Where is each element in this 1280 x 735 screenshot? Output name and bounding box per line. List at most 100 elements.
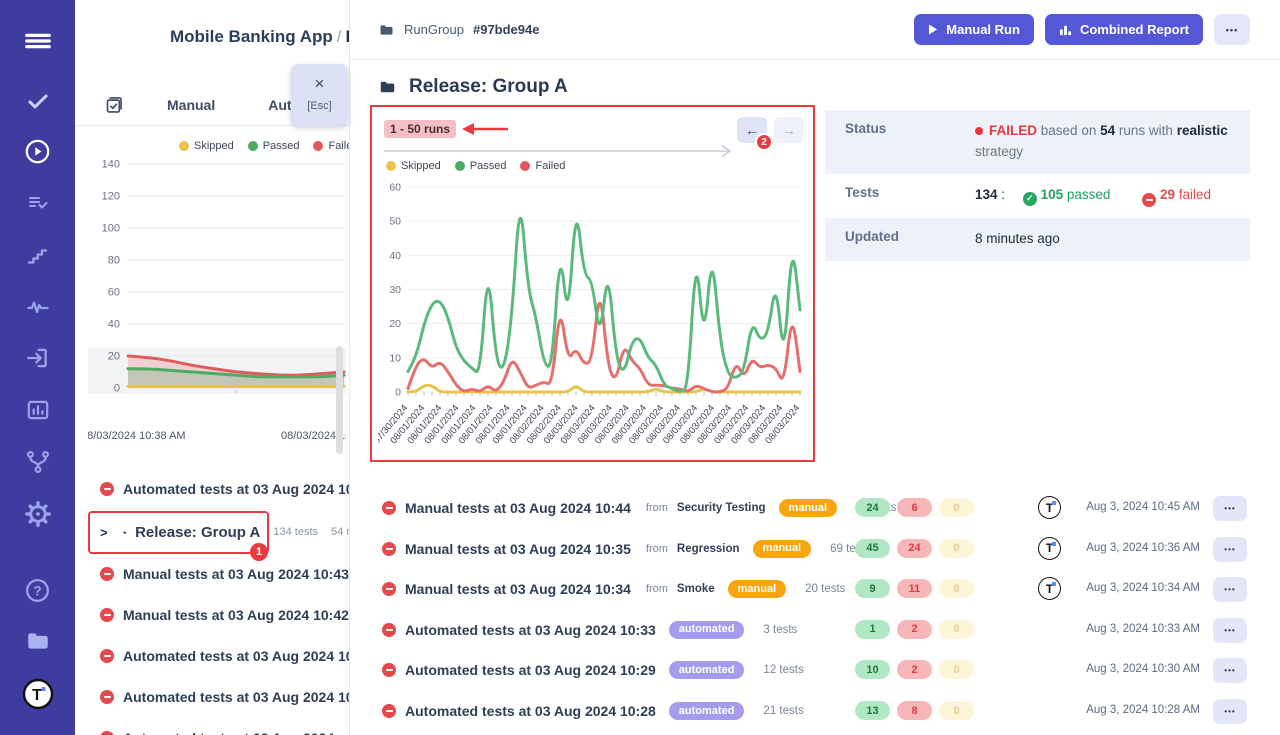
drawer-scrollbar-thumb[interactable] xyxy=(336,346,343,454)
group-runs-count: 54 r xyxy=(331,526,350,538)
row-more-button[interactable]: ••• xyxy=(1213,496,1247,521)
legend-item-failed[interactable]: Failed xyxy=(520,160,565,172)
legend-item-failed[interactable]: Failed xyxy=(313,140,349,152)
drawer-run-item[interactable]: Manual tests at 03 Aug 2024 10:43 xyxy=(88,554,349,594)
breadcrumb: Mobile Banking App/ Runs xyxy=(170,27,349,47)
updated-value: 8 minutes ago xyxy=(975,230,1060,246)
failed-dot-icon xyxy=(975,127,983,135)
select-runs-icon[interactable] xyxy=(104,94,125,115)
result-pills: 45 24 0 xyxy=(855,538,974,558)
passed-pill: 45 xyxy=(855,538,890,558)
legend-dot-icon xyxy=(179,141,189,151)
tests-row: Tests 134 : ✓ 105 passed 29 failed xyxy=(825,174,1250,218)
status-row: Status FAILED based on 54 runs with real… xyxy=(825,110,1250,174)
analytics-icon[interactable] xyxy=(0,397,75,423)
menu-icon[interactable] xyxy=(0,26,75,56)
run-row-main: Automated tests at 03 Aug 2024 10:28 auto… xyxy=(382,691,804,731)
projects-folder-icon[interactable] xyxy=(0,628,75,654)
status-label: Status xyxy=(845,121,887,136)
run-type-badge: manual xyxy=(752,539,812,558)
legend-item-skipped[interactable]: Skipped xyxy=(386,160,441,172)
row-more-button[interactable]: ••• xyxy=(1213,699,1247,724)
run-row[interactable]: Automated tests at 03 Aug 2024 10:28 auto… xyxy=(350,691,1280,731)
result-pills: 9 11 0 xyxy=(855,579,974,599)
group-title: Release: Group A xyxy=(135,523,261,541)
drawer-run-item[interactable]: Automated tests at 03 Aug 2024 10 xyxy=(88,636,349,676)
failed-status-icon xyxy=(382,582,396,597)
svg-text:60: 60 xyxy=(108,287,120,299)
failed-pill: 24 xyxy=(897,538,932,558)
import-icon[interactable] xyxy=(0,345,75,371)
run-row[interactable]: Manual tests at 03 Aug 2024 10:35 from Reg… xyxy=(350,529,1280,569)
row-more-button[interactable]: ••• xyxy=(1213,577,1247,603)
drawer-chart-legend: Skipped Passed Failed xyxy=(179,140,349,152)
drawer-run-item[interactable]: Automated tests at 03 Aug 2024 10 xyxy=(88,469,349,509)
chevron-right-icon[interactable]: > xyxy=(100,524,108,540)
check-icon[interactable] xyxy=(0,89,75,113)
settings-gear-icon[interactable] xyxy=(0,500,75,528)
avatar: T xyxy=(1038,536,1061,560)
app-logo[interactable]: T xyxy=(0,678,75,710)
esc-hint-label: [Esc] xyxy=(307,100,332,112)
svg-text:20: 20 xyxy=(108,351,120,363)
skipped-pill: 0 xyxy=(939,701,974,720)
annotation-badge-2: 2 xyxy=(755,133,773,151)
svg-text:140: 140 xyxy=(102,159,120,171)
pulse-icon[interactable] xyxy=(0,295,75,319)
result-pills: 10 2 0 xyxy=(855,660,974,680)
run-title: Automated tests at 03 Aug 2024 10 xyxy=(123,689,350,705)
combined-report-button[interactable]: Combined Report xyxy=(1044,14,1203,45)
run-play-icon[interactable] xyxy=(0,138,75,165)
topbar-more-button[interactable]: ••• xyxy=(1214,14,1250,45)
run-list: Manual tests at 03 Aug 2024 10:44 from Sec… xyxy=(350,470,1280,735)
legend-item-passed[interactable]: Passed xyxy=(454,160,506,172)
status-value: FAILED based on 54 runs with realistic s… xyxy=(975,123,1228,159)
failed-status-icon xyxy=(382,704,396,718)
drawer-run-item[interactable]: Automated tests at 03 Aug 2024 10 xyxy=(88,677,350,717)
annotation-arrow-icon xyxy=(462,123,508,135)
run-row[interactable]: Automated tests at 03 Aug 2024 10:29 auto… xyxy=(350,650,1280,690)
passed-pill: 1 xyxy=(855,619,890,639)
legend-item-skipped[interactable]: Skipped xyxy=(179,140,234,152)
branches-icon[interactable] xyxy=(0,449,75,475)
legend-label: Skipped xyxy=(401,160,441,172)
from-label: from xyxy=(645,502,668,514)
row-more-button[interactable]: ••• xyxy=(1213,658,1247,684)
help-icon[interactable]: ? xyxy=(0,577,75,604)
svg-text:?: ? xyxy=(33,583,41,598)
project-name[interactable]: Mobile Banking App xyxy=(170,27,333,46)
legend-item-passed[interactable]: Passed xyxy=(247,140,299,152)
run-row[interactable]: Manual tests at 03 Aug 2024 10:44 from Sec… xyxy=(350,488,1280,528)
drawer-group-item[interactable]: > Release: Group A 134 tests 54 r xyxy=(88,512,350,552)
svg-text:60: 60 xyxy=(389,182,401,194)
drawer-run-item[interactable]: Automated tests at 03 Aug 2024 xyxy=(88,718,349,735)
runs-history-chart: 010203040506007/30/202408/01/202408/01/2… xyxy=(378,182,802,447)
row-more-button[interactable]: ••• xyxy=(1213,617,1247,643)
svg-text:30: 30 xyxy=(389,284,401,296)
next-runs-button[interactable]: → xyxy=(774,117,804,143)
failed-pill: 2 xyxy=(897,660,932,680)
failed-status-icon xyxy=(100,482,114,496)
failed-status-icon xyxy=(100,690,114,704)
from-label: from xyxy=(645,542,668,555)
drawer-run-item[interactable]: Manual tests at 03 Aug 2024 10:42 xyxy=(88,595,349,635)
failed-status-icon xyxy=(382,622,396,637)
legend-dot-icon xyxy=(313,141,324,151)
prev-runs-button[interactable]: ← xyxy=(737,117,767,143)
run-row[interactable]: Manual tests at 03 Aug 2024 10:34 from Smo… xyxy=(350,569,1280,609)
close-icon[interactable]: × xyxy=(314,74,325,93)
passed-pill: 10 xyxy=(855,660,890,680)
run-row[interactable]: Automated tests at 03 Aug 2024 10:33 auto… xyxy=(350,610,1280,650)
legend-dot-icon xyxy=(454,161,465,171)
runs-range-label: 1 - 50 runs xyxy=(384,120,457,138)
failed-minus-icon xyxy=(1142,192,1157,207)
manual-run-button[interactable]: Manual Run xyxy=(914,14,1034,45)
row-more-button[interactable]: ••• xyxy=(1213,536,1247,562)
steps-icon[interactable] xyxy=(0,244,75,268)
legend-dot-icon xyxy=(247,141,258,151)
svg-text:20: 20 xyxy=(389,318,401,330)
test-list-icon[interactable] xyxy=(0,192,75,216)
tab-manual[interactable]: Manual xyxy=(167,96,216,113)
drawer-chart-x-labels: 08/03/2024 10:38 AM 08/03/2024 10:39 AM xyxy=(88,430,346,442)
